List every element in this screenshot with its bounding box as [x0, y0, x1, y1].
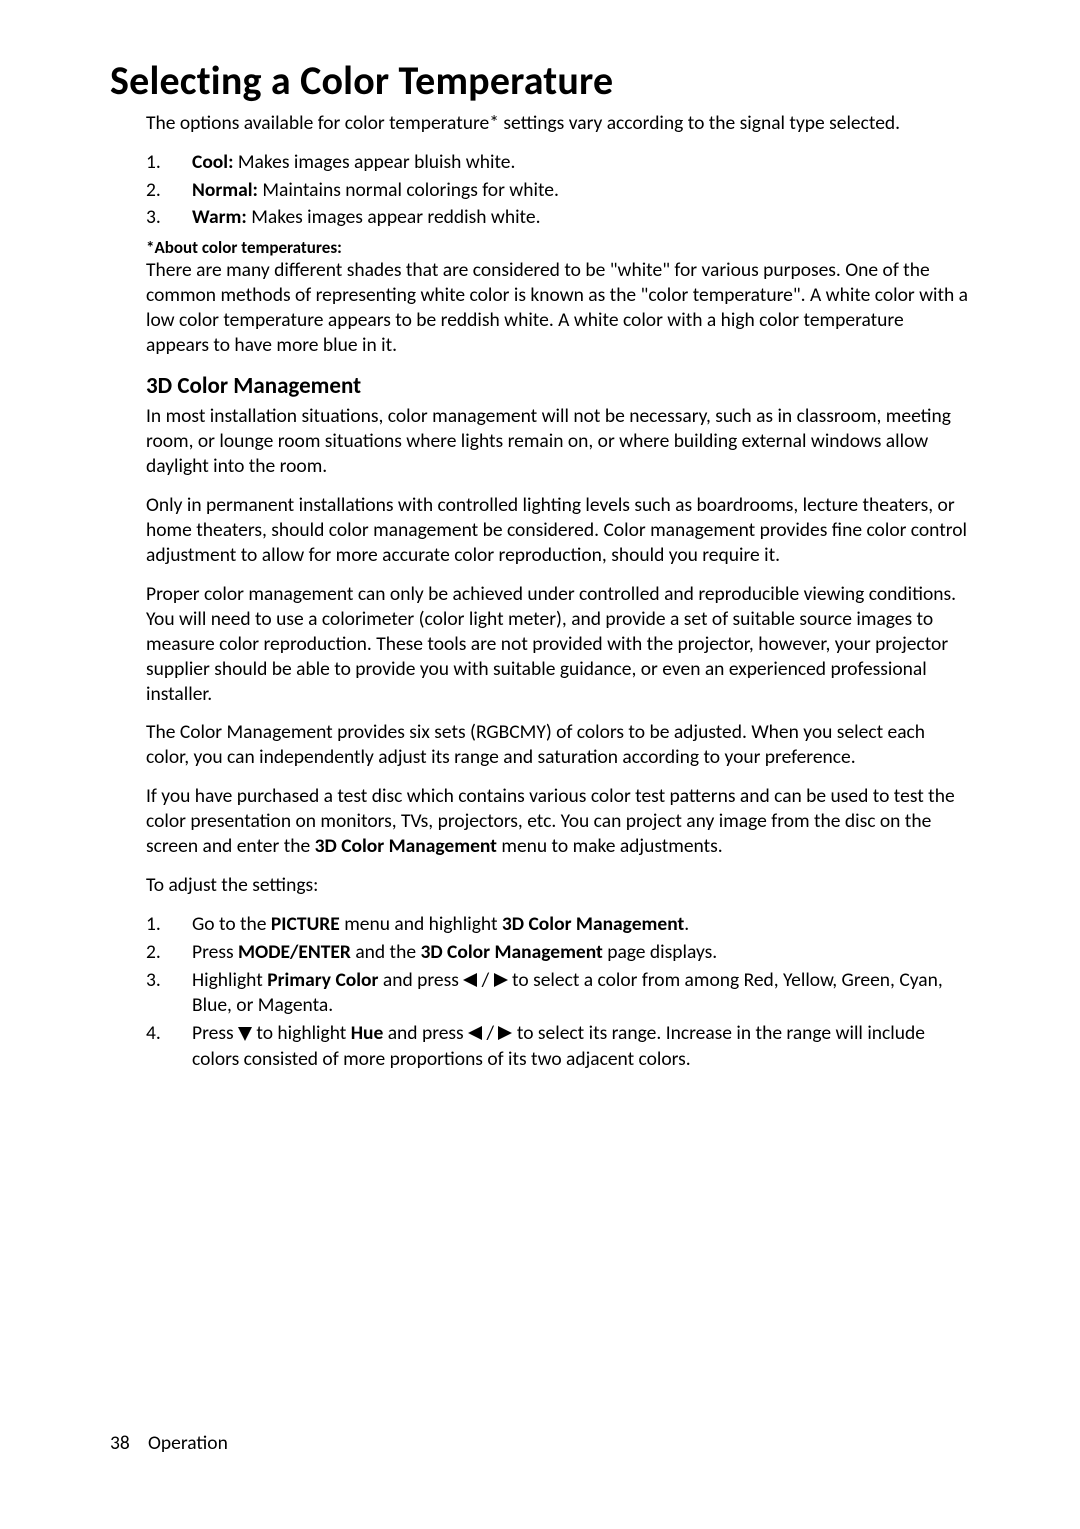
arrow-down-icon [238, 1027, 252, 1041]
intro-text: The options available for color temperat… [146, 111, 970, 136]
t: Highlight [192, 968, 267, 992]
arrow-right-icon [494, 973, 508, 987]
para-2: Only in permanent installations with con… [146, 493, 970, 568]
para5-post: menu to make adjustments. [497, 834, 723, 858]
t: Go to the [192, 912, 271, 936]
about-label: *About color temperatures: [146, 237, 970, 258]
option-desc: Maintains normal colorings for white. [258, 178, 559, 202]
color-temperature-options: 1. Cool: Makes images appear bluish whit… [146, 150, 970, 231]
step-2: 2. Press MODE/ENTER and the 3D Color Man… [146, 940, 970, 966]
list-item-body: Normal: Maintains normal colorings for w… [192, 178, 970, 204]
arrow-left-icon [468, 1026, 482, 1040]
list-number: 2. [146, 178, 192, 204]
list-item-body: Press to highlight Hue and press / to se… [192, 1021, 970, 1072]
option-desc: Makes images appear bluish white. [233, 150, 515, 174]
t: Primary Color [267, 968, 378, 992]
list-item-body: Warm: Makes images appear reddish white. [192, 205, 970, 231]
page-title: Selecting a Color Temperature [110, 56, 970, 105]
option-label: Normal: [192, 178, 258, 202]
list-number: 3. [146, 968, 192, 1019]
para5-bold: 3D Color Management [315, 834, 497, 858]
step-1: 1. Go to the PICTURE menu and highlight … [146, 912, 970, 938]
step-4: 4. Press to highlight Hue and press / to… [146, 1021, 970, 1072]
section-name: Operation [148, 1431, 228, 1455]
page-footer: 38Operation [110, 1431, 228, 1455]
adjust-label: To adjust the settings: [146, 873, 970, 898]
ct-option-cool: 1. Cool: Makes images appear bluish whit… [146, 150, 970, 176]
t: page displays. [603, 940, 717, 964]
left-right-arrows-icon: / [468, 1021, 512, 1045]
t: 3D Color Management [502, 912, 684, 936]
list-item-body: Press MODE/ENTER and the 3D Color Manage… [192, 940, 970, 966]
list-item-body: Cool: Makes images appear bluish white. [192, 150, 970, 176]
list-number: 2. [146, 940, 192, 966]
para-4: The Color Management provides six sets (… [146, 720, 970, 770]
list-item-body: Go to the PICTURE menu and highlight 3D … [192, 912, 970, 938]
list-item-body: Highlight Primary Color and press / to s… [192, 968, 970, 1019]
t: and press [378, 968, 463, 992]
t: Press [192, 1021, 238, 1045]
t: menu and highlight [340, 912, 502, 936]
t: MODE/ENTER [238, 940, 351, 964]
para-1: In most installation situations, color m… [146, 404, 970, 479]
page-number: 38 [110, 1431, 148, 1455]
option-desc: Makes images appear reddish white. [247, 205, 541, 229]
arrow-left-icon [463, 973, 477, 987]
t: and the [351, 940, 421, 964]
sub-heading: 3D Color Management [146, 372, 970, 400]
t: . [684, 912, 689, 936]
t: Hue [351, 1021, 384, 1045]
para-3: Proper color management can only be achi… [146, 582, 970, 707]
t: Press [192, 940, 238, 964]
para-5: If you have purchased a test disc which … [146, 784, 970, 859]
t: to highlight [252, 1021, 351, 1045]
left-right-arrows-icon: / [463, 968, 507, 992]
ct-option-warm: 3. Warm: Makes images appear reddish whi… [146, 205, 970, 231]
step-list: 1. Go to the PICTURE menu and highlight … [146, 912, 970, 1072]
about-text: There are many different shades that are… [146, 258, 970, 358]
option-label: Warm: [192, 205, 247, 229]
list-number: 4. [146, 1021, 192, 1072]
t: PICTURE [271, 912, 340, 936]
t: and press [383, 1021, 468, 1045]
ct-option-normal: 2. Normal: Maintains normal colorings fo… [146, 178, 970, 204]
list-number: 1. [146, 150, 192, 176]
option-label: Cool: [192, 150, 233, 174]
list-number: 1. [146, 912, 192, 938]
list-number: 3. [146, 205, 192, 231]
t: 3D Color Management [420, 940, 602, 964]
arrow-right-icon [498, 1026, 512, 1040]
step-3: 3. Highlight Primary Color and press / t… [146, 968, 970, 1019]
